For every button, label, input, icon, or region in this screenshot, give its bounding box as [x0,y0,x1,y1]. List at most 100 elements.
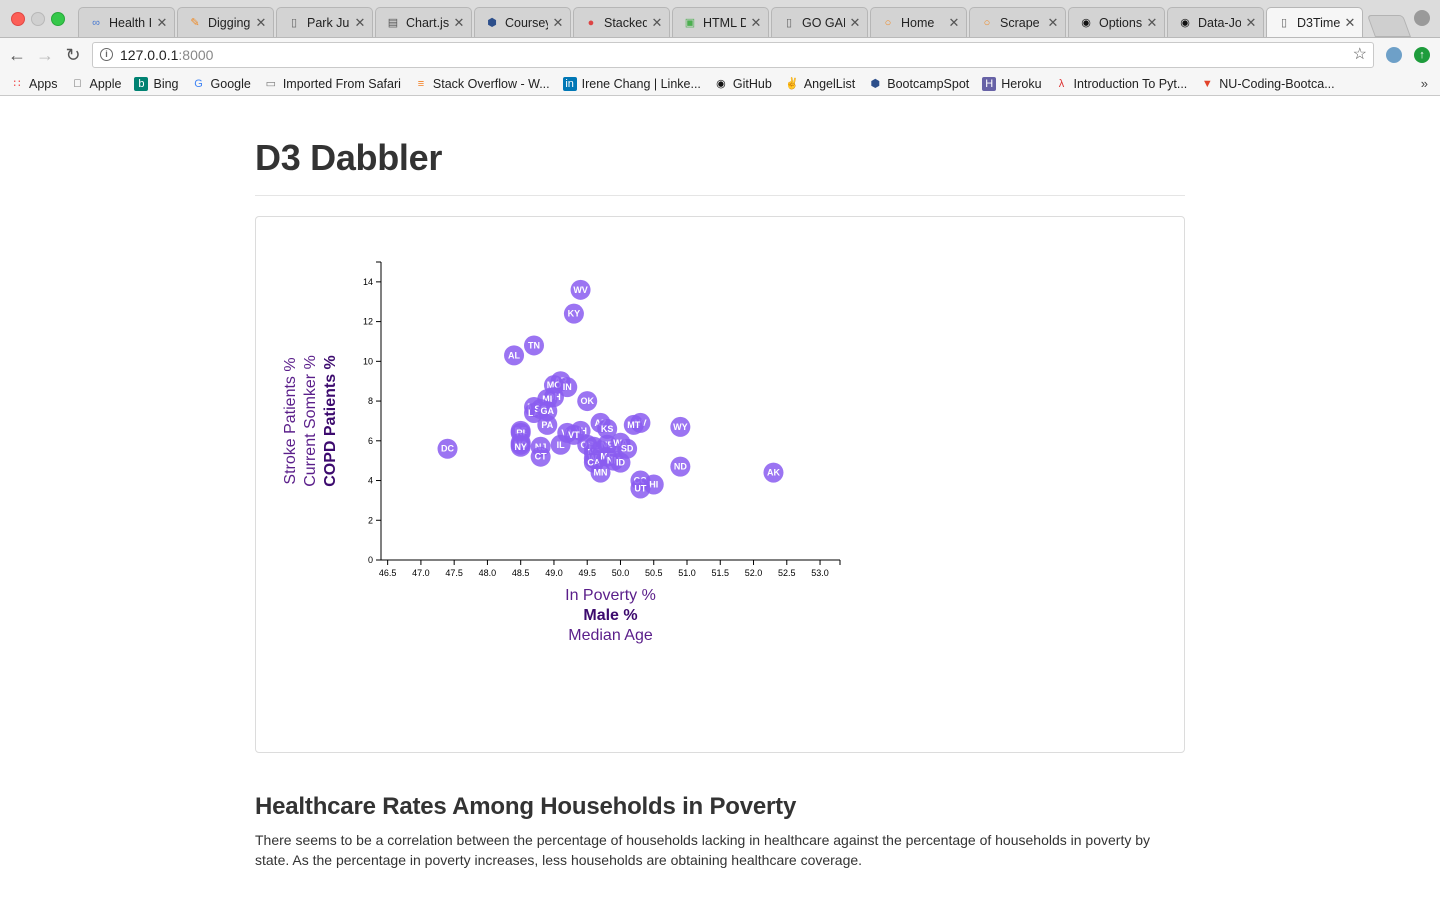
bookmark-item[interactable]: ◉ GitHub [714,77,772,91]
state-marker[interactable] [524,335,544,356]
browser-tab[interactable]: ▯ Park Ju ✕ [276,7,373,37]
tab-close-icon[interactable]: ✕ [552,14,564,30]
state-marker[interactable] [577,391,598,412]
reload-button[interactable]: ↻ [65,45,81,65]
bookmark-item[interactable]: H Heroku [982,76,1042,91]
state-marker[interactable] [510,436,531,457]
extension-update-icon[interactable]: ↑ [1414,47,1430,63]
tab-close-icon[interactable]: ✕ [354,14,366,30]
tab-close-icon[interactable]: ✕ [750,14,762,30]
state-label: GA [541,406,555,416]
bookmark-star-icon[interactable]: ☆ [1352,46,1367,63]
title-divider [255,195,1185,196]
state-marker[interactable] [670,416,691,437]
bookmark-item[interactable]: G Google [192,77,251,91]
state-marker[interactable] [623,414,644,435]
tab-close-icon[interactable]: ✕ [1146,14,1158,30]
tab-close-icon[interactable]: ✕ [1245,14,1257,30]
tab-close-icon[interactable]: ✕ [849,14,861,30]
x-axis-option[interactable]: Male % [583,607,637,624]
hexagon-icon: ⬢ [870,78,881,90]
close-window-button[interactable] [11,12,25,26]
y-axis-option[interactable]: COPD Patients % [322,355,339,487]
tab-title: GO GAN [802,15,845,30]
browser-tab[interactable]: ▤ Chart.js ✕ [375,7,472,37]
tab-close-icon[interactable]: ✕ [651,14,663,30]
state-label: WV [573,285,588,295]
browser-tab[interactable]: ▯ D3Time ✕ [1266,7,1363,37]
browser-tab[interactable]: ◉ Data-Jo ✕ [1167,7,1264,37]
state-marker[interactable] [610,452,631,473]
bookmarks-more-button[interactable]: » [1420,76,1428,91]
state-label: CT [535,452,547,462]
browser-tab[interactable]: ▣ HTML D ✕ [672,7,769,37]
browser-tab[interactable]: ○ Scrape ✕ [969,7,1066,37]
state-marker[interactable] [590,462,611,483]
x-axis-option[interactable]: In Poverty % [565,587,656,604]
bookmark-item[interactable]: b Bing [134,76,179,91]
maximize-window-button[interactable] [51,12,65,26]
state-marker[interactable] [630,478,651,499]
angellist-icon: ✌ [784,78,799,90]
bookmark-label: Bing [153,76,179,91]
bookmark-item[interactable]: λ Introduction To Pyt... [1055,77,1187,91]
back-button[interactable]: ← [8,45,26,65]
address-bar[interactable]: i 127.0.0.1:8000 ☆ [92,42,1374,68]
browser-tab[interactable]: ○ Home ✕ [870,7,967,37]
bookmark-item[interactable]:  Apple [71,76,122,91]
tab-title: Park Ju [307,15,350,30]
state-marker[interactable] [570,279,591,300]
new-tab-button[interactable] [1366,15,1412,37]
bookmark-label: NU-Coding-Bootca... [1219,76,1335,91]
forward-button[interactable]: → [36,45,54,65]
state-marker[interactable] [763,462,784,483]
bookmark-item[interactable]: ≡ Stack Overflow - W... [414,77,550,91]
browser-tab[interactable]: ⬢ Coursey ✕ [474,7,571,37]
bookmark-item[interactable]: in Irene Chang | Linke... [562,76,701,91]
state-marker[interactable] [437,438,458,459]
browser-tab[interactable]: ✎ Digging ✕ [177,7,274,37]
x-tick-label: 50.5 [645,568,663,578]
tab-close-icon[interactable]: ✕ [255,14,267,30]
state-label: SD [621,444,634,454]
heroku-icon: H [982,76,997,91]
bookmark-label: Imported From Safari [282,76,401,91]
x-axis-option[interactable]: Median Age [568,627,653,644]
section-heading: Healthcare Rates Among Households in Pov… [255,793,797,820]
site-info-icon[interactable]: i [100,48,113,61]
y-axis-option[interactable]: Stroke Patients % [282,357,299,484]
tab-close-icon[interactable]: ✕ [156,14,168,30]
tab-title: Digging [208,15,251,30]
state-marker[interactable] [597,418,618,439]
state-marker[interactable] [537,414,558,435]
bookmark-item[interactable]: ▭ Imported From Safari [264,77,401,91]
browser-tab[interactable]: ∞ Health I ✕ [78,7,175,37]
bookmark-label: Apple [89,76,122,91]
gitlab-icon: ▼ [1201,77,1213,90]
bookmark-item[interactable]: ∷ Apps [10,77,58,91]
state-marker[interactable] [550,434,571,455]
extension-globe-icon[interactable] [1386,47,1402,63]
y-axis-option[interactable]: Current Somker % [302,355,319,487]
state-marker[interactable] [537,401,558,421]
state-marker[interactable] [530,446,551,467]
state-marker[interactable] [504,345,525,366]
linkedin-icon: in [562,76,577,91]
state-marker[interactable] [563,303,584,324]
bookmark-item[interactable]: ⬢ BootcampSpot [868,77,969,91]
x-tick-label: 53.0 [811,568,829,578]
y-tick-label: 4 [368,476,373,486]
bookmark-item[interactable]: ✌ AngelList [785,77,855,91]
github-icon: ◉ [1180,17,1190,29]
bookmark-item[interactable]: ▼ NU-Coding-Bootca... [1200,76,1335,91]
tab-close-icon[interactable]: ✕ [948,14,960,30]
tab-close-icon[interactable]: ✕ [453,14,465,30]
minimize-window-button[interactable] [31,12,45,26]
tab-close-icon[interactable]: ✕ [1047,14,1059,30]
tab-close-icon[interactable]: ✕ [1344,14,1356,30]
browser-tab[interactable]: ● Stacked ✕ [573,7,670,37]
profile-icon[interactable] [1414,10,1430,26]
browser-tab[interactable]: ▯ GO GAN ✕ [771,7,868,37]
browser-tab[interactable]: ◉ Options ✕ [1068,7,1165,37]
state-marker[interactable] [670,456,691,477]
